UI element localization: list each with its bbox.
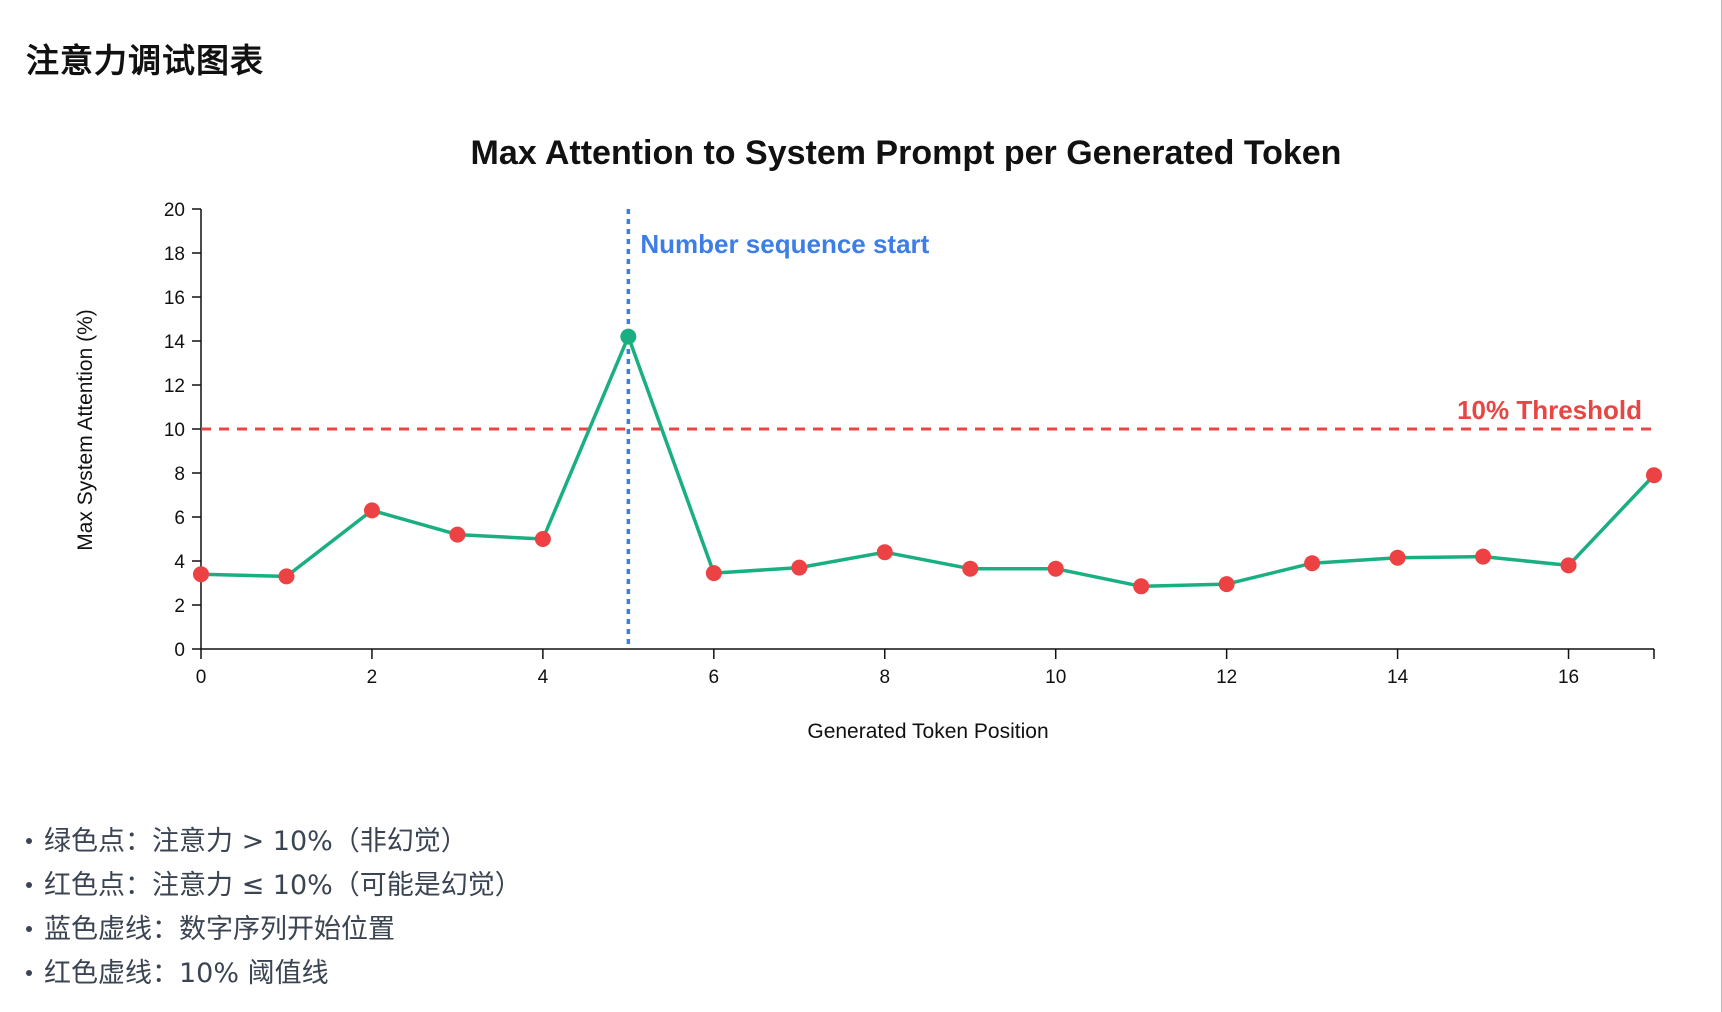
y-tick-label: 8 [174, 464, 185, 485]
x-tick-label: 16 [1558, 667, 1579, 688]
x-axis: 0 2 4 6 8 10 12 14 16 [196, 648, 1655, 688]
data-point-below-threshold [363, 502, 380, 519]
x-tick-label: 6 [709, 667, 720, 688]
sequence-start-label: Number sequence start [640, 229, 929, 259]
note-red-dashed-line: 红色虚线：10% 阈值线 [26, 952, 522, 996]
data-point-below-threshold [534, 531, 551, 547]
y-tick-label: 20 [164, 200, 185, 221]
y-tick-label: 10 [164, 420, 185, 441]
chart-title: Max Attention to System Prompt per Gener… [471, 134, 1342, 172]
y-tick-label: 0 [174, 640, 185, 661]
x-tick-label: 10 [1045, 667, 1066, 688]
note-blue-dashed-line: 蓝色虚线：数字序列开始位置 [26, 908, 522, 952]
threshold-label: 10% Threshold [1457, 395, 1642, 425]
y-tick-label: 6 [174, 508, 185, 529]
data-point-above-threshold [620, 328, 637, 345]
data-point-below-threshold [1475, 548, 1492, 565]
bullet-icon [26, 925, 32, 932]
data-point-below-threshold [876, 544, 893, 561]
data-point-below-threshold [1218, 576, 1235, 593]
x-tick-label: 2 [367, 667, 378, 688]
y-tick-label: 2 [174, 596, 185, 617]
data-point-below-threshold [791, 559, 808, 576]
data-point-below-threshold [1133, 578, 1150, 595]
x-axis-label: Generated Token Position [807, 720, 1048, 743]
bullet-icon [26, 837, 32, 844]
data-point-below-threshold [962, 560, 979, 577]
data-point-below-threshold [449, 526, 466, 543]
legend-notes: 绿色点：注意力 > 10%（非幻觉） 红色点：注意力 ≤ 10%（可能是幻觉） … [26, 820, 522, 996]
page-title: 注意力调试图表 [26, 41, 264, 80]
y-tick-label: 4 [174, 552, 185, 573]
bullet-icon [26, 969, 32, 976]
data-point-below-threshold [278, 568, 295, 585]
data-point-below-threshold [705, 565, 722, 582]
data-point-below-threshold [1047, 560, 1064, 577]
y-axis-label: Max System Attention (%) [74, 309, 97, 551]
y-tick-label: 18 [164, 244, 185, 265]
y-tick-label: 14 [164, 332, 186, 353]
note-red-points: 红色点：注意力 ≤ 10%（可能是幻觉） [26, 864, 522, 908]
data-point-below-threshold [1389, 549, 1406, 566]
x-tick-label: 8 [879, 667, 890, 688]
y-tick-label: 12 [164, 376, 185, 397]
x-tick-label: 14 [1387, 667, 1409, 688]
bullet-icon [26, 881, 32, 888]
data-point-below-threshold [1560, 557, 1577, 574]
attention-chart: Max Attention to System Prompt per Gener… [74, 134, 1662, 743]
y-tick-label: 16 [164, 288, 185, 309]
y-axis: 0 2 4 6 8 10 12 14 16 18 20 [164, 200, 202, 661]
series-line [200, 334, 1656, 589]
data-point-below-threshold [1646, 467, 1662, 484]
x-tick-label: 0 [196, 667, 207, 688]
data-point-below-threshold [1304, 555, 1321, 572]
note-green-points: 绿色点：注意力 > 10%（非幻觉） [26, 820, 522, 864]
data-points [193, 328, 1662, 595]
x-tick-label: 4 [538, 667, 549, 688]
data-point-below-threshold [193, 566, 209, 583]
x-tick-label: 12 [1216, 667, 1237, 688]
